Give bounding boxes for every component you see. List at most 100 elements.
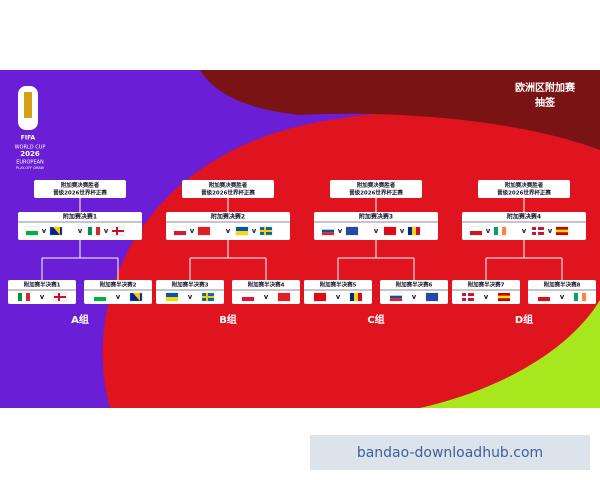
winner-text: 附加赛决赛胜者 [357,181,396,189]
flag-stripe [578,293,582,301]
flag-stripe [426,293,438,297]
versus: v [484,293,489,301]
flag-cross [116,227,118,235]
group-label: A组 [71,313,89,326]
flag-stripe [94,297,106,301]
winner-text: 晋级2026世界杯正赛 [497,189,551,197]
flag-stripe [412,227,416,235]
versus: v [188,293,193,301]
flag-stripe [322,227,334,230]
background-maroon [200,70,600,150]
flag-stripe [96,227,100,235]
semi-title: 附加赛半决赛8 [544,281,581,289]
versus: v [116,293,121,301]
watermark: bandao-downloadhub.com [357,445,543,461]
background-green [420,300,600,408]
flag-stripe [498,293,510,296]
final-box [314,212,438,240]
winner-text: 附加赛决赛胜者 [209,181,248,189]
logo-trophy [24,92,32,118]
flag-triangle [133,293,140,301]
winner-text: 附加赛决赛胜者 [61,181,100,189]
group-label: B组 [219,313,237,326]
flag-stripe [278,297,290,301]
flag-stripe [278,293,290,297]
flag-stripe [494,227,498,235]
flag-stripe [384,231,396,235]
logo-text: WORLD CUP [15,145,46,151]
semi-title: 附加赛半决赛4 [248,281,285,289]
flag-stripe [174,227,186,231]
versus: v [78,227,83,235]
flag-stripe [350,293,354,301]
flag-cross [466,293,468,301]
versus: v [548,227,553,235]
winner-box [34,180,126,198]
flag-cross [536,227,538,235]
flag-stripe [582,293,586,301]
winner-box [478,180,570,198]
flag-stripe [556,232,568,235]
flag-stripe [22,293,26,301]
final-title: 附加赛决赛1 [63,213,97,221]
flag-stripe [314,293,326,297]
flag-stripe [498,298,510,301]
flag-stripe [92,227,96,235]
flag-stripe [174,231,186,235]
flag-stripe [574,293,578,301]
flag-stripe [556,227,568,230]
winner-text: 晋级2026世界杯正赛 [53,189,107,197]
versus: v [400,227,405,235]
flag-cross [206,293,208,301]
final-box [18,212,142,240]
flag-stripe [502,227,506,235]
group-label: C组 [367,313,384,326]
flag-stripe [322,229,334,233]
versus: v [104,227,109,235]
flag-stripe [538,293,550,297]
versus: v [226,227,231,235]
versus: v [190,227,195,235]
flag-stripe [346,231,358,235]
logo-text: 2026 [20,150,40,158]
final-box [462,212,586,240]
flag-stripe [26,231,38,235]
flag-triangle [53,227,60,235]
flag-stripe [354,293,358,301]
versus: v [42,227,47,235]
final-title: 附加赛决赛4 [507,213,541,221]
group-label: D组 [515,313,533,326]
winner-text: 附加赛决赛胜者 [505,181,544,189]
winner-box [330,180,422,198]
final-box [166,212,290,240]
versus: v [40,293,45,301]
winner-text: 晋级2026世界杯正赛 [201,189,255,197]
semi-title: 附加赛半决赛3 [172,281,209,289]
semi-title: 附加赛半决赛1 [24,281,61,289]
flag-stripe [314,297,326,301]
flag-stripe [538,297,550,301]
final-title: 附加赛决赛2 [211,213,245,221]
flag-stripe [470,231,482,235]
flag-stripe [166,293,178,297]
semi-title: 附加赛半决赛2 [100,281,137,289]
flag-stripe [322,232,334,235]
versus: v [486,227,491,235]
flag-stripe [198,227,210,231]
flag-stripe [242,297,254,301]
versus: v [336,293,341,301]
flag-stripe [346,227,358,231]
logo-text: EUROPEAN [16,160,44,166]
versus: v [560,293,565,301]
flag-stripe [94,293,106,297]
flag-stripe [18,293,22,301]
final-title: 附加赛决赛3 [359,213,393,221]
title-line: 欧洲区附加赛 [515,81,576,94]
versus: v [252,227,257,235]
winner-text: 晋级2026世界杯正赛 [349,189,403,197]
logo-brand: FIFA [21,135,36,142]
flag-stripe [88,227,92,235]
